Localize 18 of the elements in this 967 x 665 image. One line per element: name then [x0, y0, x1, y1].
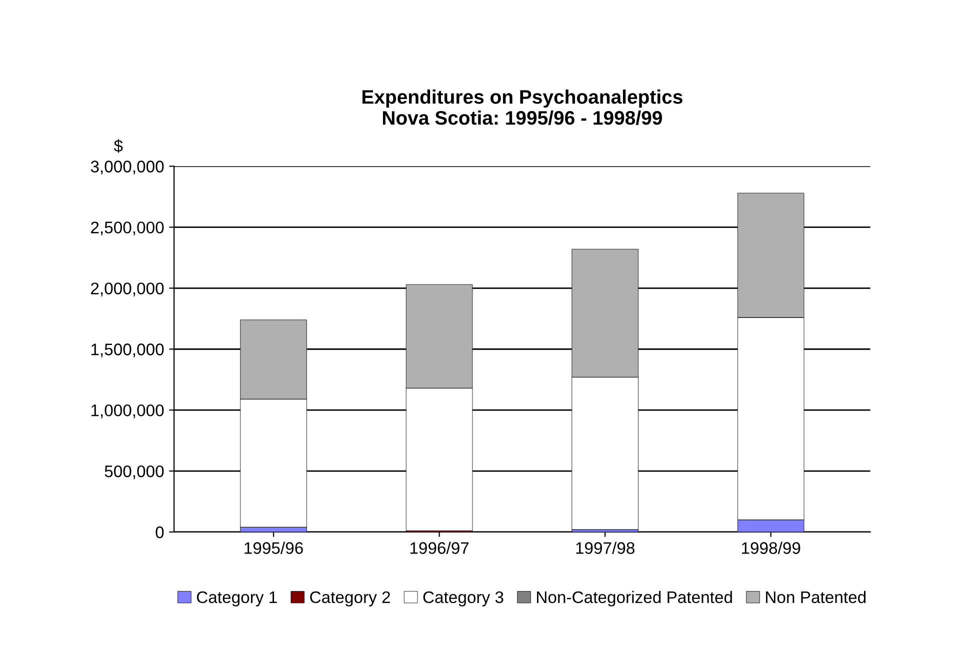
legend-label: Category 1	[196, 591, 277, 606]
y-axis-title: $	[114, 139, 123, 153]
y-tick-label: 3,000,000	[90, 160, 164, 174]
y-tick-label: 500,000	[104, 465, 164, 480]
y-tick-label: 1,500,000	[91, 344, 164, 358]
legend-label: Category 3	[423, 591, 504, 606]
x-tick-label: 1996/97	[410, 542, 469, 554]
y-tick-label: 0	[156, 526, 164, 538]
legend-label: Category 2	[310, 591, 390, 606]
y-tick-label: 2,500,000	[91, 222, 164, 236]
chart-title: Expenditures on Psychoanaleptics Nova Scotia: 1995/96 - 1998/99	[362, 90, 682, 125]
x-tick-label: 1998/99	[742, 542, 800, 554]
y-tick-label: 1,000,000	[91, 404, 164, 418]
legend-label: Non-Categorized Patented	[537, 590, 732, 606]
y-tick-label: 2,000,000	[91, 282, 164, 296]
x-tick-label: 1997/98	[576, 542, 634, 554]
legend-label: Non Patented	[766, 590, 866, 604]
x-tick-label: 1995/96	[244, 542, 303, 554]
